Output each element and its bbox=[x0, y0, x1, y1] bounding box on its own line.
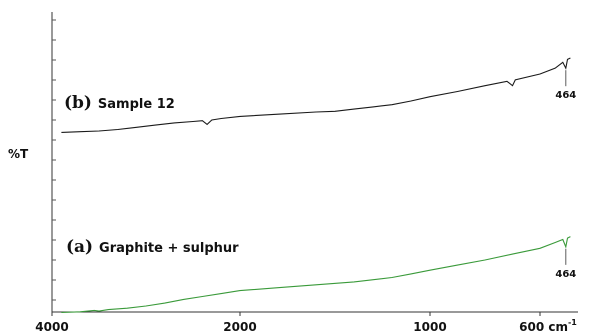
series-line bbox=[61, 236, 571, 314]
series-layer: 464 (b) Sample 12 464 (a) Graphite + sulphu… bbox=[61, 57, 576, 314]
x-tick-label: 1000 bbox=[413, 320, 446, 334]
series-label: (a) Graphite + sulphur bbox=[66, 237, 239, 257]
x-tick-label: 2000 bbox=[223, 320, 256, 334]
series-prefix: (b) bbox=[64, 93, 98, 113]
x-tick-labels: 4000 2000 1000 600 cm-1 bbox=[35, 312, 577, 334]
series-label: (b) Sample 12 bbox=[64, 93, 175, 113]
x-tick-label: 600 cm-1 bbox=[519, 318, 577, 334]
series-name: Sample 12 bbox=[98, 97, 175, 112]
y-axis-ticks bbox=[52, 19, 56, 301]
x-unit-superscript: -1 bbox=[568, 318, 577, 327]
peak-label: 464 bbox=[555, 269, 576, 280]
series-name: Graphite + sulphur bbox=[99, 241, 239, 256]
y-axis bbox=[51, 12, 56, 312]
y-axis-label: %T bbox=[8, 147, 29, 161]
x-tick-label: 4000 bbox=[35, 320, 68, 334]
series-0: 464 (b) Sample 12 bbox=[61, 57, 576, 133]
series-prefix: (a) bbox=[66, 237, 99, 257]
series-1: 464 (a) Graphite + sulphur bbox=[61, 236, 576, 314]
series-line bbox=[61, 57, 571, 133]
peak-label: 464 bbox=[555, 90, 576, 101]
